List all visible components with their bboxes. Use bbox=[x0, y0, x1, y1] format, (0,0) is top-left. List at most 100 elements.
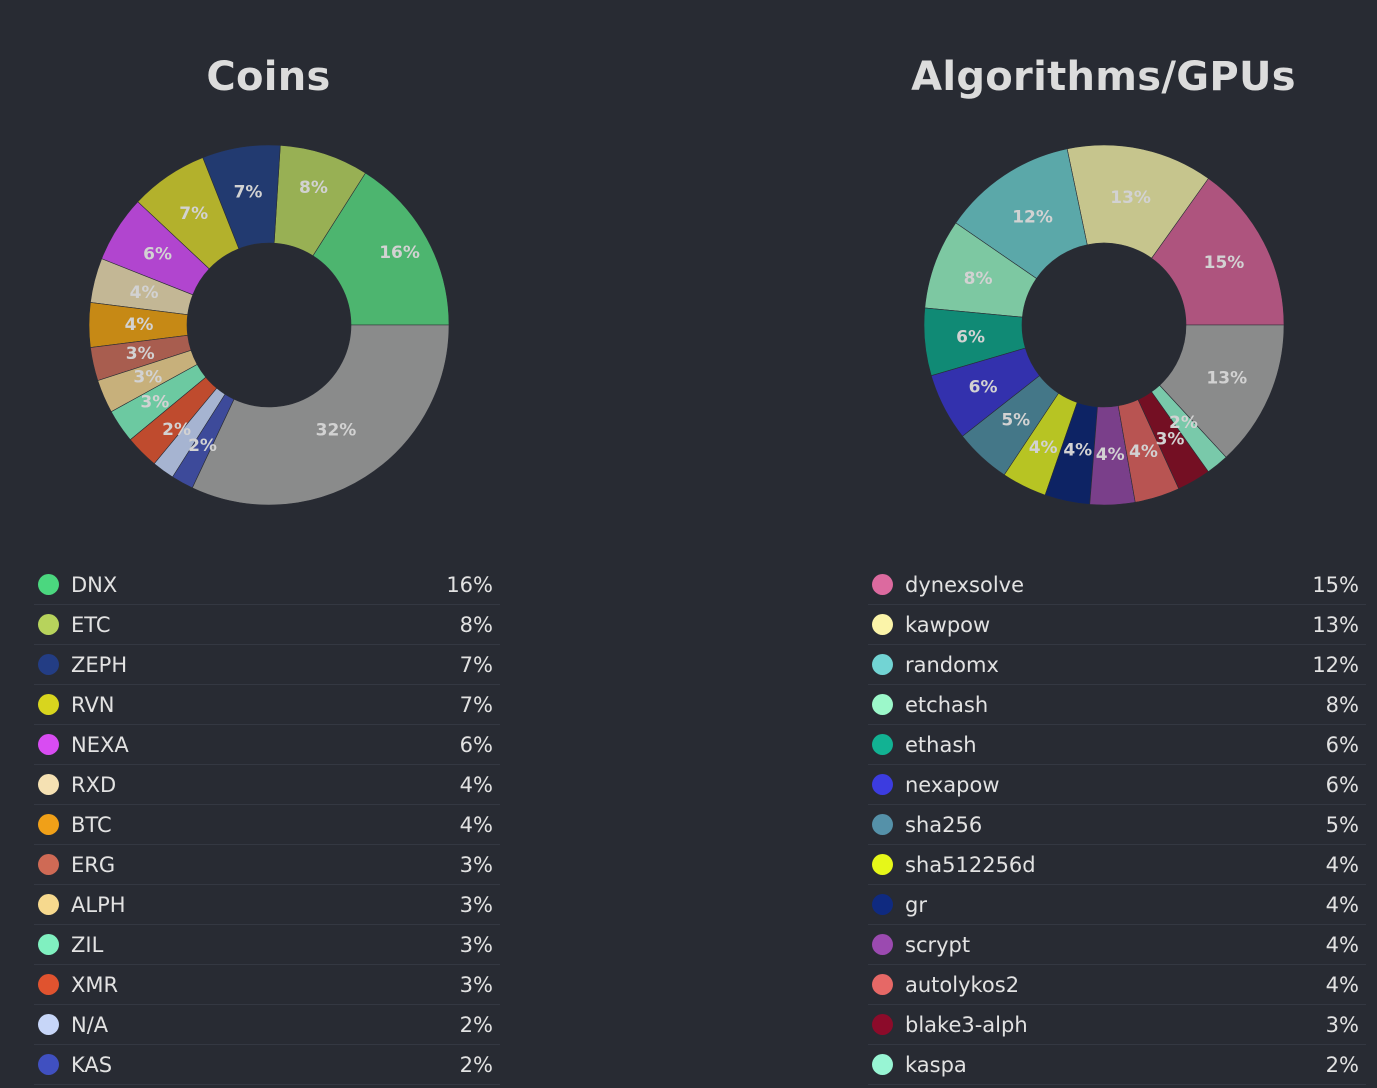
slice-label-n-a: 2% bbox=[162, 420, 191, 440]
legend-item-dynexsolve[interactable]: dynexsolve 15% bbox=[868, 565, 1366, 605]
legend-color-dot bbox=[38, 974, 59, 995]
legend-label: N/A bbox=[71, 1012, 109, 1037]
slice-label-other: 13% bbox=[1206, 369, 1247, 389]
slice-label-ethash: 6% bbox=[956, 328, 985, 348]
algorithms-panel: Algorithms/GPUs 15% 13% 12% 8% 6% 6% 5% 4% 4% 4% 4… bbox=[830, 0, 1377, 1088]
legend-percentage: 13% bbox=[1312, 612, 1359, 637]
legend-item-erg[interactable]: ERG 3% bbox=[34, 845, 500, 885]
legend-label: autolykos2 bbox=[905, 972, 1020, 997]
legend-item-kaspa[interactable]: kaspa 2% bbox=[868, 1045, 1366, 1085]
legend-color-dot bbox=[872, 934, 893, 955]
slice-label-zil: 3% bbox=[140, 393, 169, 413]
slice-label-nexa: 6% bbox=[143, 244, 172, 264]
legend-item-etchash[interactable]: etchash 8% bbox=[868, 685, 1366, 725]
slice-label-dnx: 16% bbox=[379, 243, 420, 263]
legend-item-rxd[interactable]: RXD 4% bbox=[34, 765, 500, 805]
legend-color-dot bbox=[872, 1054, 893, 1075]
slice-label-scrypt: 4% bbox=[1096, 445, 1125, 465]
legend-color-dot bbox=[872, 974, 893, 995]
legend-label: DNX bbox=[71, 572, 118, 597]
legend-item-etc[interactable]: ETC 8% bbox=[34, 605, 500, 645]
algorithms-chart-title: Algorithms/GPUs bbox=[911, 54, 1296, 100]
legend-label: blake3-alph bbox=[905, 1012, 1028, 1037]
legend-label: ERG bbox=[71, 852, 116, 877]
legend-label: sha512256d bbox=[905, 852, 1036, 877]
legend-item-blake3-alph[interactable]: blake3-alph 3% bbox=[868, 1005, 1366, 1045]
legend-label: dynexsolve bbox=[905, 572, 1025, 597]
legend-item-randomx[interactable]: randomx 12% bbox=[868, 645, 1366, 685]
slice-label-zeph: 7% bbox=[234, 183, 263, 203]
legend-label: nexapow bbox=[905, 772, 1000, 797]
legend-label: kaspa bbox=[905, 1052, 967, 1077]
slice-label-erg: 3% bbox=[126, 344, 155, 364]
legend-percentage: 16% bbox=[446, 572, 493, 597]
slice-label-gr: 4% bbox=[1063, 440, 1092, 460]
legend-label: RXD bbox=[71, 772, 117, 797]
legend-item-kawpow[interactable]: kawpow 13% bbox=[868, 605, 1366, 645]
legend-label: ethash bbox=[905, 732, 977, 757]
legend-percentage: 4% bbox=[459, 772, 493, 797]
slice-label-autolykos2: 4% bbox=[1129, 442, 1158, 462]
legend-percentage: 4% bbox=[1325, 892, 1359, 917]
legend-item-gr[interactable]: gr 4% bbox=[868, 885, 1366, 925]
legend-item-sha512256d[interactable]: sha512256d 4% bbox=[868, 845, 1366, 885]
legend-color-dot bbox=[872, 854, 893, 875]
legend-item-scrypt[interactable]: scrypt 4% bbox=[868, 925, 1366, 965]
slice-other[interactable] bbox=[1159, 324, 1285, 458]
legend-color-dot bbox=[872, 694, 893, 715]
legend-label: gr bbox=[905, 892, 927, 917]
legend-percentage: 6% bbox=[1325, 732, 1359, 757]
legend-item-n-a[interactable]: N/A 2% bbox=[34, 1005, 500, 1045]
legend-item-ethash[interactable]: ethash 6% bbox=[868, 725, 1366, 765]
slice-dnx[interactable] bbox=[312, 172, 450, 326]
legend-item-xmr[interactable]: XMR 3% bbox=[34, 965, 500, 1005]
legend-color-dot bbox=[38, 614, 59, 635]
slice-label-alph: 3% bbox=[133, 367, 162, 387]
legend-item-rvn[interactable]: RVN 7% bbox=[34, 685, 500, 725]
legend-color-dot bbox=[38, 1014, 59, 1035]
slice-kawpow[interactable] bbox=[1066, 144, 1209, 259]
legend-percentage: 7% bbox=[459, 692, 493, 717]
slice-dynexsolve[interactable] bbox=[1151, 177, 1285, 326]
legend-item-sha256[interactable]: sha256 5% bbox=[868, 805, 1366, 845]
legend-item-dnx[interactable]: DNX 16% bbox=[34, 565, 500, 605]
coins-donut-chart: 16% 8% 7% 7% 6% 4% 4% 3% 3% 3% 2%2% 32% bbox=[88, 144, 450, 506]
legend-percentage: 3% bbox=[459, 932, 493, 957]
coins-chart-title: Coins bbox=[206, 54, 331, 100]
slice-label-sha512256d: 4% bbox=[1029, 438, 1058, 458]
legend-color-dot bbox=[872, 574, 893, 595]
legend-percentage: 4% bbox=[459, 812, 493, 837]
legend-item-zeph[interactable]: ZEPH 7% bbox=[34, 645, 500, 685]
slice-label-nexapow: 6% bbox=[969, 377, 998, 397]
legend-percentage: 15% bbox=[1312, 572, 1359, 597]
legend-label: randomx bbox=[905, 652, 999, 677]
legend-percentage: 3% bbox=[1325, 1012, 1359, 1037]
legend-label: ZEPH bbox=[71, 652, 128, 677]
legend-color-dot bbox=[38, 694, 59, 715]
legend-percentage: 3% bbox=[459, 972, 493, 997]
legend-color-dot bbox=[872, 814, 893, 835]
slice-label-etc: 8% bbox=[299, 178, 328, 198]
legend-item-alph[interactable]: ALPH 3% bbox=[34, 885, 500, 925]
legend-percentage: 12% bbox=[1312, 652, 1359, 677]
legend-item-autolykos2[interactable]: autolykos2 4% bbox=[868, 965, 1366, 1005]
legend-item-kas[interactable]: KAS 2% bbox=[34, 1045, 500, 1085]
slice-label-kawpow: 13% bbox=[1110, 188, 1151, 208]
slice-label-rxd: 4% bbox=[130, 283, 159, 303]
legend-percentage: 6% bbox=[459, 732, 493, 757]
legend-percentage: 7% bbox=[459, 652, 493, 677]
legend-item-nexa[interactable]: NEXA 6% bbox=[34, 725, 500, 765]
legend-percentage: 6% bbox=[1325, 772, 1359, 797]
algorithms-legend: dynexsolve 15% kawpow 13% randomx 12% etchash 8… bbox=[868, 565, 1366, 1085]
legend-label: scrypt bbox=[905, 932, 971, 957]
legend-label: ETC bbox=[71, 612, 111, 637]
legend-item-zil[interactable]: ZIL 3% bbox=[34, 925, 500, 965]
legend-percentage: 2% bbox=[1325, 1052, 1359, 1077]
slice-other[interactable] bbox=[191, 324, 450, 506]
legend-color-dot bbox=[872, 774, 893, 795]
legend-color-dot bbox=[872, 894, 893, 915]
legend-item-btc[interactable]: BTC 4% bbox=[34, 805, 500, 845]
legend-color-dot bbox=[38, 654, 59, 675]
legend-item-nexapow[interactable]: nexapow 6% bbox=[868, 765, 1366, 805]
legend-color-dot bbox=[38, 1054, 59, 1075]
